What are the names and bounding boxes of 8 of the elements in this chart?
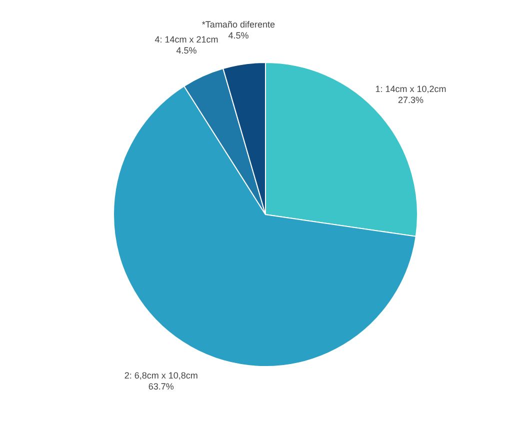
data-label: 63.7% — [148, 382, 174, 392]
slice-label: 4: 14cm x 21cm — [154, 34, 218, 45]
slice-label: *Tamaño diferente — [202, 19, 275, 30]
slice-label: 2: 6,8cm x 10,8cm — [124, 370, 198, 381]
slice-label: 1: 14cm x 10,2cm — [375, 84, 446, 94]
data-label: 4.5% — [176, 46, 197, 56]
data-label: 27.3% — [398, 94, 424, 105]
data-label: 4.5% — [228, 30, 249, 40]
